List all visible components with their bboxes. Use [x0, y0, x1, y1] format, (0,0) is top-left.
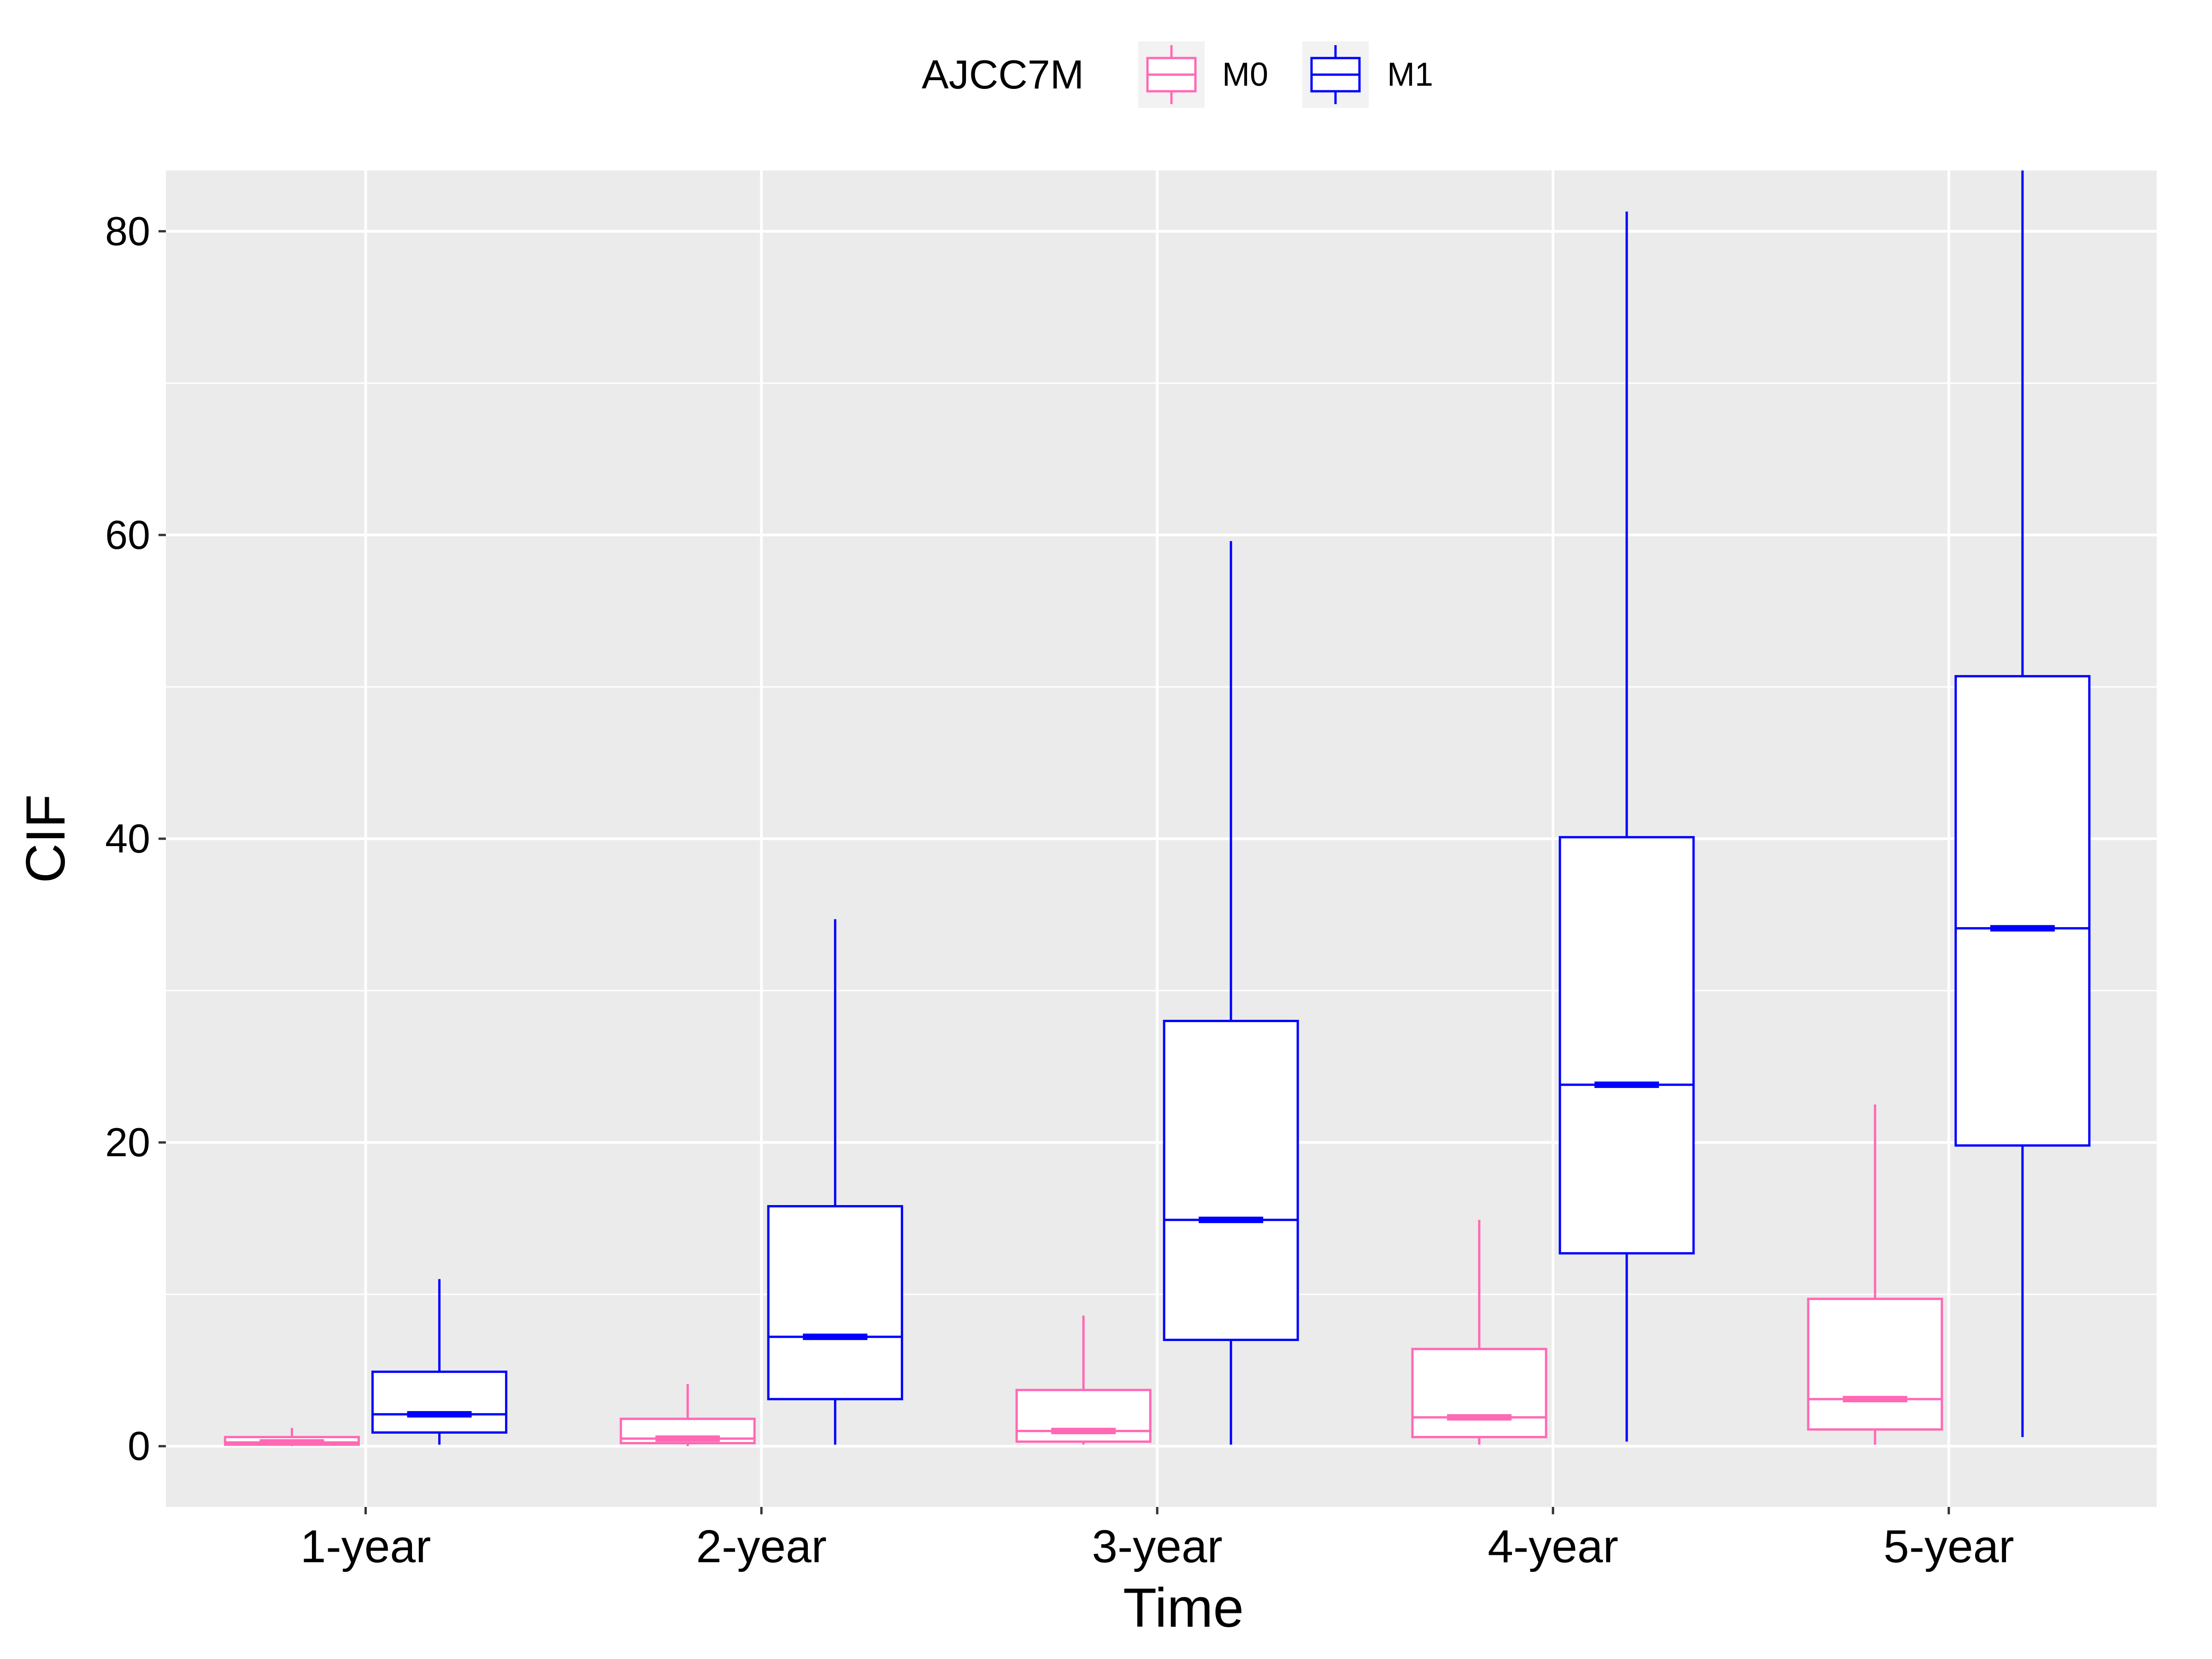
box-iqr [1954, 675, 2091, 1147]
legend-key-m0 [1138, 41, 1205, 108]
boxplots [224, 171, 2091, 1447]
box-iqr [1559, 836, 1695, 1255]
y-axis-title: CIF [15, 794, 76, 883]
legend: AJCC7M M0 M1 [922, 41, 1433, 108]
y-tick-label: 20 [105, 1119, 150, 1165]
y-axis: 0 20 40 60 80 [105, 208, 166, 1469]
box-m1-4-year [1559, 211, 1695, 1442]
box-m1-3-year [1163, 541, 1299, 1445]
x-axis-title: Time [1123, 1577, 1244, 1639]
box-m0-4-year [1411, 1220, 1547, 1445]
box-iqr [767, 1205, 903, 1400]
legend-title: AJCC7M [922, 52, 1084, 97]
y-tick-label: 40 [105, 816, 150, 861]
box-m1-5-year [1954, 171, 2091, 1437]
legend-key-m1 [1302, 41, 1369, 108]
x-tick-label: 4-year [1488, 1521, 1618, 1572]
box-m0-5-year [1807, 1104, 1943, 1445]
box-m1-2-year [767, 919, 903, 1445]
box-m0-3-year [1015, 1315, 1152, 1445]
x-tick-label: 5-year [1883, 1521, 2014, 1572]
y-tick-label: 80 [105, 208, 150, 254]
grid-lines [166, 171, 2157, 1507]
box-iqr [1163, 1019, 1299, 1341]
legend-label-m1: M1 [1387, 56, 1433, 93]
box-iqr [371, 1371, 507, 1434]
box-iqr [1411, 1347, 1547, 1438]
y-tick-label: 0 [128, 1423, 150, 1469]
box-iqr [1807, 1298, 1943, 1431]
x-tick-label: 2-year [696, 1521, 827, 1572]
box-m1-1-year [371, 1279, 507, 1445]
x-tick-label: 3-year [1092, 1521, 1222, 1572]
x-tick-label: 1-year [300, 1521, 431, 1572]
y-tick-label: 60 [105, 512, 150, 558]
legend-label-m0: M0 [1222, 56, 1268, 93]
box-m0-2-year [619, 1384, 756, 1447]
x-axis: 1-year 2-year 3-year 4-year 5-year [300, 1507, 2014, 1572]
box-m0-1-year [224, 1428, 360, 1447]
